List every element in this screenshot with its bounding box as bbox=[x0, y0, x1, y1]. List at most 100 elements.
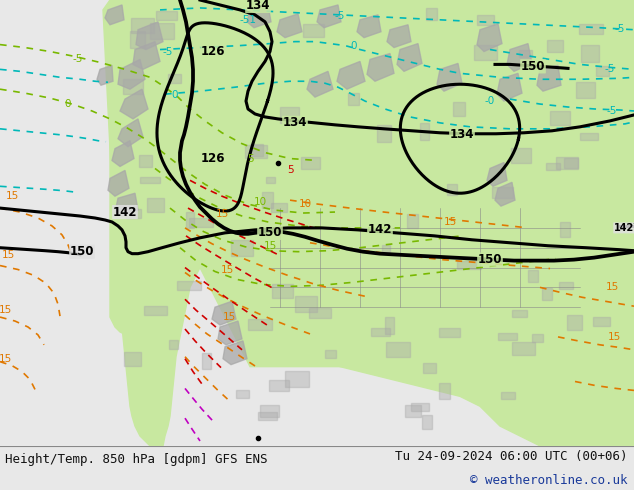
Polygon shape bbox=[448, 184, 457, 195]
Text: 150: 150 bbox=[478, 253, 502, 266]
Polygon shape bbox=[337, 61, 365, 89]
Polygon shape bbox=[550, 111, 570, 125]
Text: © weatheronline.co.uk: © weatheronline.co.uk bbox=[470, 474, 628, 487]
Polygon shape bbox=[130, 31, 145, 49]
Text: Tu 24-09-2024 06:00 UTC (00+06): Tu 24-09-2024 06:00 UTC (00+06) bbox=[395, 450, 628, 464]
Text: 15: 15 bbox=[1, 250, 15, 260]
Text: 5: 5 bbox=[287, 166, 294, 175]
Polygon shape bbox=[105, 5, 124, 25]
Text: 134: 134 bbox=[246, 0, 270, 12]
Polygon shape bbox=[477, 24, 502, 51]
Polygon shape bbox=[146, 198, 164, 212]
Polygon shape bbox=[200, 0, 480, 70]
Text: -5: -5 bbox=[335, 11, 345, 21]
Text: 5: 5 bbox=[247, 153, 254, 164]
Polygon shape bbox=[223, 341, 247, 365]
Polygon shape bbox=[372, 328, 391, 336]
Polygon shape bbox=[285, 370, 309, 387]
Polygon shape bbox=[385, 342, 410, 357]
Polygon shape bbox=[309, 308, 332, 318]
Polygon shape bbox=[377, 125, 391, 142]
Polygon shape bbox=[277, 14, 302, 38]
Text: -5: -5 bbox=[615, 24, 625, 34]
Text: 134: 134 bbox=[450, 128, 474, 141]
Text: 142⁷: 142⁷ bbox=[614, 223, 634, 233]
Polygon shape bbox=[453, 102, 465, 117]
Polygon shape bbox=[112, 141, 134, 167]
Text: -5: -5 bbox=[73, 54, 83, 65]
Polygon shape bbox=[528, 270, 538, 282]
Text: 15: 15 bbox=[216, 209, 229, 219]
Polygon shape bbox=[387, 25, 411, 48]
Text: 15: 15 bbox=[0, 305, 11, 315]
Text: 15: 15 bbox=[263, 241, 276, 251]
Polygon shape bbox=[541, 288, 552, 300]
Polygon shape bbox=[497, 74, 522, 101]
Polygon shape bbox=[348, 93, 359, 105]
Polygon shape bbox=[439, 328, 460, 337]
Polygon shape bbox=[271, 203, 287, 212]
Polygon shape bbox=[269, 380, 289, 391]
Polygon shape bbox=[143, 306, 167, 315]
Polygon shape bbox=[261, 405, 279, 416]
Polygon shape bbox=[426, 8, 437, 20]
Text: 0: 0 bbox=[65, 99, 71, 109]
Polygon shape bbox=[576, 82, 595, 98]
Text: 15: 15 bbox=[607, 332, 621, 342]
Polygon shape bbox=[272, 284, 292, 297]
Polygon shape bbox=[512, 342, 535, 355]
Polygon shape bbox=[424, 363, 436, 373]
Polygon shape bbox=[301, 157, 320, 169]
Polygon shape bbox=[593, 317, 610, 326]
Polygon shape bbox=[103, 0, 634, 446]
Polygon shape bbox=[422, 416, 432, 429]
Text: 0: 0 bbox=[351, 41, 357, 50]
Text: 134: 134 bbox=[283, 116, 307, 129]
Polygon shape bbox=[581, 45, 599, 62]
Polygon shape bbox=[367, 53, 394, 81]
Polygon shape bbox=[186, 212, 194, 228]
Polygon shape bbox=[547, 40, 563, 52]
Polygon shape bbox=[537, 65, 561, 91]
Polygon shape bbox=[245, 145, 268, 158]
Polygon shape bbox=[110, 0, 634, 367]
Polygon shape bbox=[212, 301, 236, 325]
Polygon shape bbox=[120, 89, 148, 119]
Polygon shape bbox=[123, 79, 143, 94]
Polygon shape bbox=[236, 390, 249, 398]
Polygon shape bbox=[397, 44, 422, 72]
Polygon shape bbox=[580, 133, 598, 140]
Polygon shape bbox=[307, 72, 333, 97]
Polygon shape bbox=[501, 392, 515, 399]
Text: Height/Temp. 850 hPa [gdpm] GFS ENS: Height/Temp. 850 hPa [gdpm] GFS ENS bbox=[5, 453, 268, 466]
Text: 150: 150 bbox=[521, 60, 545, 73]
Polygon shape bbox=[512, 310, 527, 317]
Text: 15: 15 bbox=[223, 312, 236, 322]
Polygon shape bbox=[189, 218, 214, 227]
Polygon shape bbox=[411, 403, 429, 411]
Polygon shape bbox=[231, 240, 252, 256]
Polygon shape bbox=[303, 24, 324, 37]
Polygon shape bbox=[511, 148, 531, 163]
Polygon shape bbox=[325, 349, 336, 358]
Polygon shape bbox=[266, 177, 275, 183]
Polygon shape bbox=[115, 193, 138, 216]
Polygon shape bbox=[150, 24, 174, 39]
Polygon shape bbox=[439, 383, 450, 399]
Polygon shape bbox=[567, 315, 582, 330]
Polygon shape bbox=[357, 15, 381, 38]
Text: -5: -5 bbox=[163, 47, 173, 56]
Polygon shape bbox=[456, 261, 481, 269]
Polygon shape bbox=[533, 334, 543, 342]
Polygon shape bbox=[564, 158, 578, 168]
Text: 10: 10 bbox=[299, 199, 311, 209]
Polygon shape bbox=[262, 193, 273, 208]
Polygon shape bbox=[126, 209, 141, 218]
Polygon shape bbox=[477, 15, 494, 25]
Polygon shape bbox=[280, 107, 299, 123]
Polygon shape bbox=[108, 171, 129, 196]
Polygon shape bbox=[596, 66, 609, 76]
Polygon shape bbox=[295, 296, 317, 312]
Polygon shape bbox=[492, 187, 514, 198]
Polygon shape bbox=[519, 49, 533, 57]
